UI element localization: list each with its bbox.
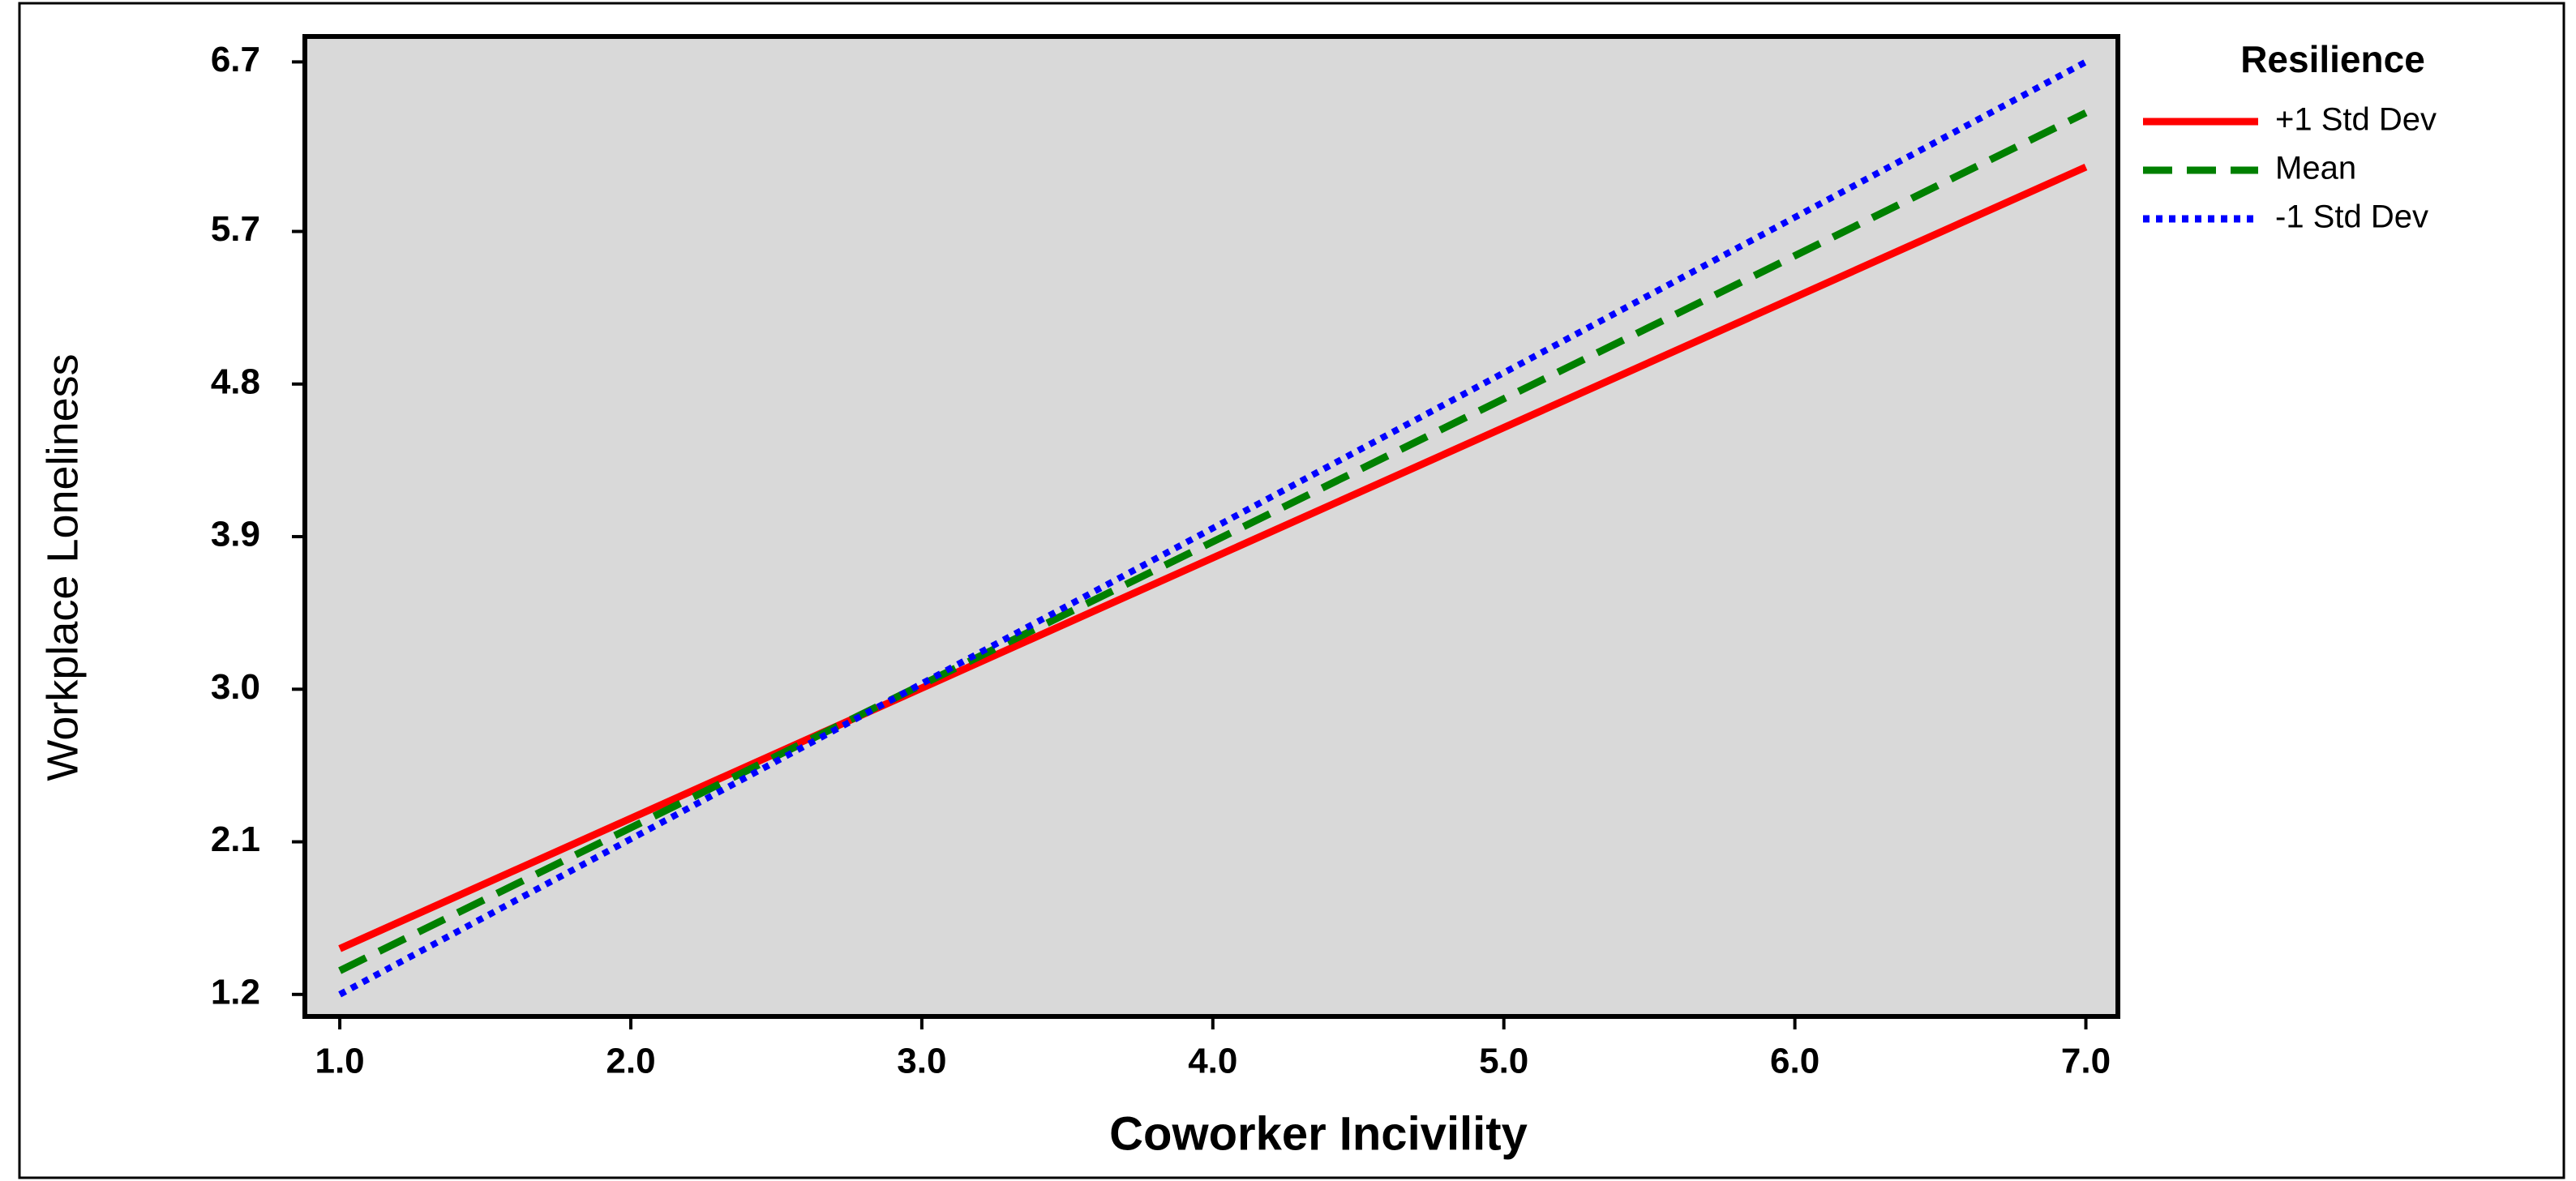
x-axis-title: Coworker Incivility bbox=[1109, 1107, 1528, 1160]
y-tick-label: 2.1 bbox=[211, 819, 260, 859]
series-line bbox=[338, 163, 2088, 952]
outer-frame bbox=[18, 2, 2565, 1179]
legend-label: +1 Std Dev bbox=[2275, 102, 2437, 138]
legend-label: Mean bbox=[2275, 151, 2356, 186]
y-axis-title: Workplace Loneliness bbox=[38, 353, 87, 781]
y-tick-label: 5.7 bbox=[211, 209, 260, 249]
x-tick-label: 6.0 bbox=[1770, 1042, 1819, 1081]
legend-title: Resilience bbox=[2240, 38, 2425, 80]
y-tick-label: 3.9 bbox=[211, 515, 260, 554]
x-tick-label: 7.0 bbox=[2061, 1042, 2111, 1081]
x-tick-label: 2.0 bbox=[606, 1042, 655, 1081]
plot-frame bbox=[302, 34, 2120, 1019]
series-line bbox=[338, 109, 2088, 974]
series-line bbox=[338, 58, 2088, 998]
x-tick-label: 1.0 bbox=[315, 1042, 364, 1081]
y-tick-label: 1.2 bbox=[211, 972, 260, 1012]
x-tick-label: 5.0 bbox=[1479, 1042, 1528, 1081]
y-tick-label: 3.0 bbox=[211, 667, 260, 707]
x-tick-label: 3.0 bbox=[897, 1042, 946, 1081]
x-tick-label: 4.0 bbox=[1188, 1042, 1237, 1081]
y-tick-label: 6.7 bbox=[211, 40, 260, 79]
y-tick-label: 4.8 bbox=[211, 362, 260, 401]
legend-label: -1 Std Dev bbox=[2275, 199, 2428, 235]
